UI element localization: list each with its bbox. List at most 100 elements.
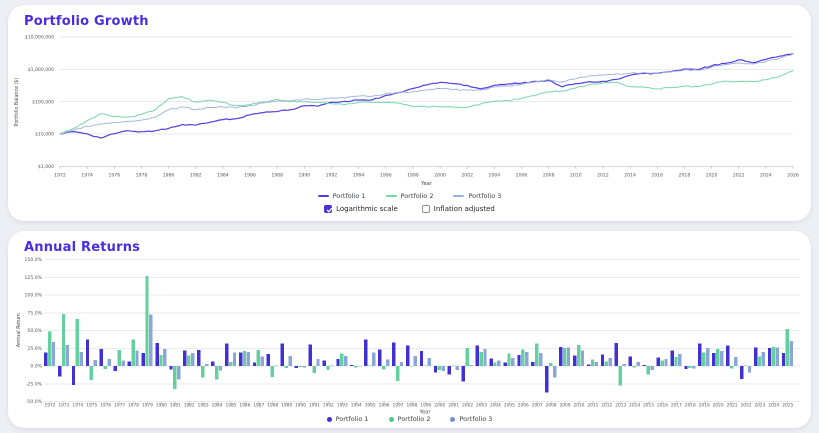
bar-portfolio-3: [441, 366, 445, 372]
bar-portfolio-2: [576, 345, 581, 366]
bar-portfolio-1: [350, 365, 354, 366]
logarithmic-scale-checkbox[interactable]: Logarithmic scale: [324, 205, 398, 213]
inflation-adjusted-checkbox[interactable]: Inflation adjusted: [421, 205, 495, 213]
bar-portfolio-1: [364, 339, 368, 366]
bar-portfolio-1: [322, 360, 326, 366]
bar-portfolio-3: [678, 353, 682, 366]
bar-portfolio-1: [113, 366, 117, 372]
bar-portfolio-1: [545, 366, 549, 393]
bar-portfolio-3: [580, 350, 585, 366]
portfolio-2-line-swatch: [385, 195, 397, 197]
bar-portfolio-3: [525, 352, 529, 366]
bar-portfolio-1: [642, 365, 646, 366]
bar-portfolio-1: [71, 366, 76, 385]
bar-portfolio-2: [549, 362, 553, 366]
bar-portfolio-2: [228, 362, 233, 366]
annual-returns-chart[interactable]: 150.0% 125.0% 100.0% 75.0% 50.0% 25.0% 0.0% -25…: [8, 231, 811, 428]
bar-portfolio-2: [604, 361, 609, 366]
bar-portfolio-3: [775, 347, 779, 366]
y-tick-label: 100.0%: [24, 293, 42, 299]
bar-portfolio-3: [149, 314, 153, 366]
bar-portfolio-3: [232, 352, 237, 366]
portfolio-growth-chart[interactable]: $10,000,000 $1,000,000 $100,000 $10,000 $1,0…: [8, 5, 811, 221]
checkbox-checked-icon[interactable]: [324, 205, 333, 213]
y-tick-label: $1,000,000: [28, 67, 54, 73]
bar-portfolio-3: [385, 359, 390, 366]
growth-controls: Logarithmic scale Inflation adjusted: [8, 205, 811, 213]
x-tick-label: 2009: [560, 403, 571, 409]
bar-portfolio-1: [44, 352, 48, 366]
portfolio-growth-card: Portfolio Growth $10,000,000 $1,000,000 $1…: [8, 5, 811, 221]
x-tick-label: 1980: [156, 403, 167, 409]
growth-legend-item-portfolio-2: Portfolio 2: [385, 192, 433, 200]
x-tick-label: 2012: [597, 173, 609, 179]
x-tick-label: 1988: [271, 173, 283, 179]
y-tick-label: 75.0%: [27, 310, 42, 316]
returns-legend: Portfolio 1 Portfolio 2 Portfolio 3: [8, 415, 811, 423]
bar-portfolio-3: [469, 364, 473, 366]
portfolio-2-dot-swatch: [388, 416, 394, 422]
bar-portfolio-3: [246, 351, 251, 366]
x-tick-label: 2016: [651, 173, 663, 179]
x-tick-label: 2004: [489, 173, 501, 179]
growth-legend: Portfolio 1 Portfolio 2 Portfolio 3: [8, 192, 811, 200]
bar-portfolio-2: [270, 366, 274, 377]
x-tick-label: 1974: [81, 173, 93, 179]
bar-portfolio-1: [378, 349, 382, 366]
bar-portfolio-2: [632, 366, 636, 368]
bar-portfolio-1: [155, 342, 159, 366]
bar-portfolio-1: [726, 345, 730, 366]
y-tick-label: 0.0%: [30, 364, 42, 370]
bar-portfolio-1: [392, 342, 396, 366]
bar-portfolio-3: [413, 356, 418, 366]
bar-portfolio-2: [47, 331, 52, 366]
bar-portfolio-2: [562, 348, 567, 366]
bar-portfolio-1: [461, 366, 465, 382]
x-tick-label: 1991: [309, 403, 320, 409]
bar-portfolio-2: [256, 350, 261, 366]
checkbox-unchecked-icon[interactable]: [421, 205, 430, 213]
bar-portfolio-1: [698, 343, 702, 366]
bar-portfolio-2: [326, 366, 330, 371]
portfolio-3-line-swatch: [453, 195, 465, 197]
bar-portfolio-3: [622, 364, 626, 366]
bar-portfolio-3: [706, 348, 710, 366]
x-tick-label: 1982: [184, 403, 195, 409]
series-line-portfolio-1: [59, 53, 794, 139]
bar-portfolio-1: [225, 343, 229, 366]
bar-portfolio-3: [330, 365, 334, 366]
x-axis-title: Year: [419, 410, 432, 416]
bar-portfolio-2: [451, 365, 455, 366]
x-tick-label: 1972: [45, 403, 56, 409]
bar-portfolio-3: [594, 362, 599, 366]
bar-portfolio-1: [670, 350, 674, 366]
x-tick-label: 1984: [217, 173, 229, 179]
x-tick-label: 2011: [587, 403, 598, 409]
bar-portfolio-2: [395, 366, 400, 382]
bar-portfolio-3: [344, 356, 348, 366]
bar-portfolio-1: [294, 366, 298, 369]
x-tick-label: 2022: [741, 403, 752, 409]
bar-portfolio-3: [497, 360, 501, 366]
bar-portfolio-1: [252, 362, 257, 366]
bar-portfolio-2: [757, 356, 762, 366]
bar-portfolio-2: [187, 355, 191, 366]
bar-portfolio-3: [316, 358, 320, 366]
x-tick-label: 2013: [615, 403, 626, 409]
portfolio-3-dot-swatch: [450, 416, 456, 422]
growth-legend-item-portfolio-1: Portfolio 1: [317, 192, 366, 200]
x-tick-label: 1994: [351, 403, 362, 409]
x-tick-label: 2026: [787, 173, 799, 179]
x-tick-label: 2000: [434, 403, 445, 409]
bar-portfolio-2: [479, 351, 483, 366]
y-tick-label: -25.0%: [26, 381, 43, 387]
bar-portfolio-1: [656, 357, 660, 366]
bar-portfolio-2: [103, 366, 107, 369]
bar-portfolio-3: [302, 366, 306, 368]
x-tick-label: 1975: [86, 403, 97, 409]
x-tick-label: 2017: [671, 403, 682, 409]
bar-portfolio-2: [117, 349, 121, 366]
bar-portfolio-2: [507, 353, 511, 366]
bar-portfolio-2: [618, 366, 622, 386]
